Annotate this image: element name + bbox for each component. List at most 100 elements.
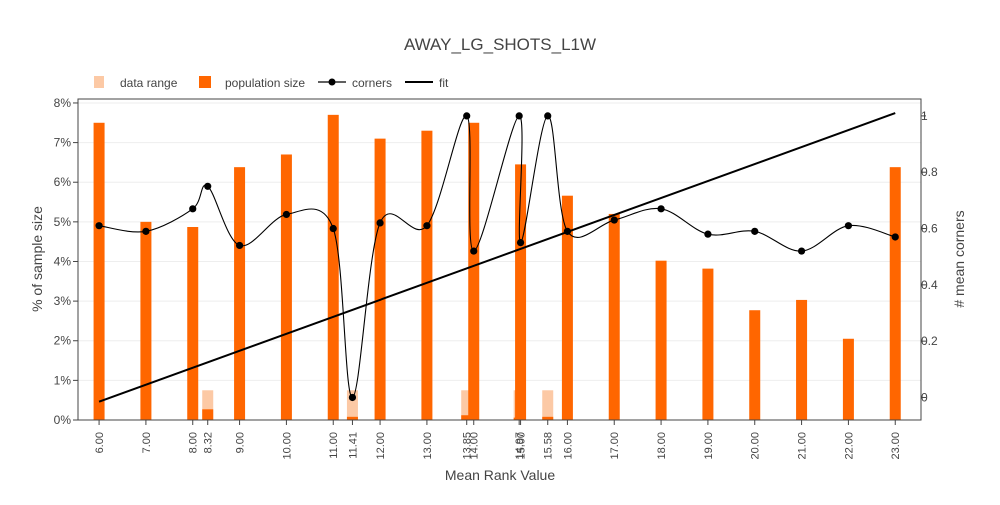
legend-item-data-range[interactable]: data range xyxy=(94,76,178,90)
y-tick-label: 6% xyxy=(54,175,72,189)
x-tick-label: 15.00 xyxy=(516,432,528,460)
x-tick-label: 19.00 xyxy=(703,432,715,460)
x-tick-label: 11.41 xyxy=(347,432,359,459)
y-axis-right: 0 0.2 0.4 0.6 0.8 1 xyxy=(921,109,938,404)
y-axis-title: % of sample size xyxy=(29,206,45,312)
x-tick-label: 13.85 xyxy=(462,432,474,460)
population-size-bars xyxy=(93,114,901,421)
y2-tick-label: 0.2 xyxy=(921,334,938,348)
legend-item-population-size[interactable]: population size xyxy=(199,76,305,90)
corners-point xyxy=(235,241,244,250)
population-size-bar xyxy=(702,268,714,420)
x-tick-label: 15.58 xyxy=(543,432,555,460)
population-size-bar xyxy=(608,213,620,420)
corners-point xyxy=(797,247,806,255)
y2-tick-label: 0.8 xyxy=(921,165,938,179)
x-tick-label: 9.00 xyxy=(235,432,247,453)
x-tick-label: 7.00 xyxy=(141,432,153,453)
population-size-bar xyxy=(187,227,199,420)
population-size-bar xyxy=(202,409,214,420)
population-size-bar xyxy=(374,138,386,420)
x-tick-label: 11.00 xyxy=(328,432,340,459)
population-size-bar xyxy=(561,195,573,420)
y-axis-left: 0% 1% 2% 3% 4% 5% 6% 7% 8% xyxy=(54,96,78,427)
grid-lines xyxy=(78,102,921,381)
population-size-bar xyxy=(889,167,901,420)
corners-point xyxy=(844,222,853,230)
population-size-bar xyxy=(140,221,152,420)
population-size-bar xyxy=(327,114,339,420)
x-tick-label: 12.00 xyxy=(375,432,387,460)
data-range-bar xyxy=(461,390,473,420)
corners-point xyxy=(282,210,291,219)
corners-point xyxy=(329,224,337,233)
data-range-bar xyxy=(542,390,554,420)
data-range-bar xyxy=(346,390,358,420)
corners-point xyxy=(657,205,665,213)
x-tick-label: 14.00 xyxy=(469,432,481,460)
corners-line xyxy=(99,115,896,399)
corners-point xyxy=(470,247,478,255)
population-size-bar xyxy=(468,122,480,421)
population-size-bar xyxy=(655,260,667,420)
population-size-bar xyxy=(515,164,527,420)
corners-point xyxy=(751,227,759,235)
x-tick-label: 23.00 xyxy=(890,432,902,460)
fit-line xyxy=(98,112,896,403)
population-size-bar xyxy=(461,415,473,420)
population-size-bar xyxy=(749,310,761,420)
legend-item-fit[interactable]: fit xyxy=(405,76,449,90)
corners-point xyxy=(544,112,552,120)
population-size-bar xyxy=(346,416,358,420)
population-size-bar xyxy=(542,416,554,420)
corners-point xyxy=(376,219,384,227)
data-range-bar xyxy=(202,390,214,420)
y-tick-label: 5% xyxy=(54,215,72,229)
corners-point xyxy=(204,182,212,190)
y2-tick-label: 0.6 xyxy=(921,222,938,236)
corners-point xyxy=(423,222,431,230)
legend-label-data-range: data range xyxy=(120,76,178,90)
y2-tick-label: 1 xyxy=(921,109,928,123)
x-axis: 6.00 7.00 8.00 8.32 9.00 10.00 11.00 11.41 12.00… xyxy=(94,420,902,460)
x-tick-label: 14.97 xyxy=(514,432,526,460)
corners-line-layer xyxy=(95,112,899,402)
x-tick-label: 18.00 xyxy=(656,432,668,460)
population-size-bar xyxy=(796,299,808,420)
legend: data range population size corners fit xyxy=(94,76,449,90)
legend-item-corners[interactable]: corners xyxy=(318,76,392,90)
legend-swatch-data-range xyxy=(94,76,104,88)
corners-point xyxy=(704,230,712,238)
y2-axis-title: # mean corners xyxy=(951,210,967,307)
x-tick-label: 20.00 xyxy=(750,432,762,460)
corners-point xyxy=(189,205,197,213)
y-tick-label: 8% xyxy=(54,96,72,110)
legend-label-corners: corners xyxy=(352,76,392,90)
corners-point xyxy=(515,112,523,120)
corners-point xyxy=(463,112,471,120)
population-size-bar xyxy=(842,338,854,420)
legend-label-fit: fit xyxy=(439,76,449,90)
x-tick-label: 22.00 xyxy=(843,432,855,460)
corners-point xyxy=(891,233,899,241)
population-size-bar xyxy=(280,154,292,420)
legend-label-population-size: population size xyxy=(225,76,305,90)
x-tick-label: 10.00 xyxy=(281,432,293,460)
y-tick-label: 2% xyxy=(54,334,72,348)
corners-point xyxy=(95,222,103,230)
corners-point xyxy=(610,216,618,224)
fit-line-layer xyxy=(98,112,896,403)
corners-point xyxy=(142,227,150,235)
x-tick-label: 13.00 xyxy=(422,432,434,460)
population-size-bar xyxy=(421,130,433,420)
y-tick-label: 1% xyxy=(54,373,72,387)
y-tick-label: 7% xyxy=(54,136,72,150)
x-tick-label: 17.00 xyxy=(609,432,621,460)
x-tick-label: 21.00 xyxy=(797,432,809,460)
chart-title: AWAY_LG_SHOTS_L1W xyxy=(404,35,596,54)
corners-point xyxy=(516,239,525,247)
y2-tick-label: 0.4 xyxy=(921,278,938,292)
